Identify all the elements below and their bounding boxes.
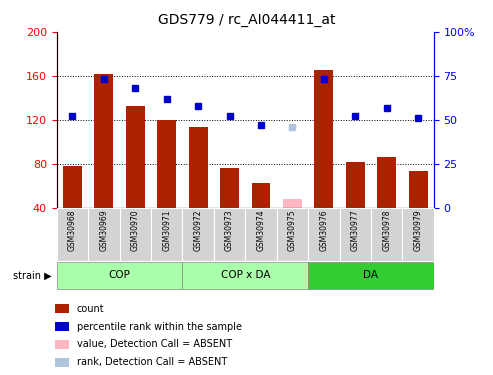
Text: COP: COP: [108, 270, 131, 280]
Bar: [308, 208, 340, 261]
Bar: [151, 208, 182, 261]
Text: GSM30969: GSM30969: [99, 210, 108, 251]
Bar: [55, 340, 69, 349]
Text: GSM30977: GSM30977: [351, 210, 360, 251]
Bar: [55, 304, 69, 313]
Text: GSM30972: GSM30972: [194, 210, 203, 251]
Text: GSM30976: GSM30976: [319, 210, 328, 251]
Text: GSM30979: GSM30979: [414, 210, 423, 251]
Bar: [214, 208, 246, 261]
Bar: [409, 171, 427, 208]
Bar: [63, 166, 82, 208]
Bar: [346, 162, 365, 208]
Bar: [157, 120, 176, 208]
Text: GSM30975: GSM30975: [288, 210, 297, 251]
Text: GDS779 / rc_AI044411_at: GDS779 / rc_AI044411_at: [158, 13, 335, 27]
Bar: [189, 127, 208, 208]
Bar: [55, 322, 69, 331]
Bar: [402, 208, 434, 261]
Bar: [277, 208, 308, 261]
Bar: [126, 106, 145, 208]
Text: GSM30973: GSM30973: [225, 210, 234, 251]
Text: strain ▶: strain ▶: [13, 271, 52, 280]
Text: GSM30970: GSM30970: [131, 210, 140, 251]
Bar: [182, 262, 308, 289]
Bar: [340, 208, 371, 261]
Bar: [245, 208, 277, 261]
Bar: [371, 208, 402, 261]
Bar: [283, 200, 302, 208]
Text: GSM30968: GSM30968: [68, 210, 77, 251]
Text: rank, Detection Call = ABSENT: rank, Detection Call = ABSENT: [76, 357, 227, 367]
Bar: [377, 158, 396, 208]
Bar: [308, 262, 434, 289]
Text: count: count: [76, 304, 104, 314]
Bar: [251, 183, 270, 208]
Bar: [57, 262, 182, 289]
Bar: [119, 208, 151, 261]
Bar: [57, 208, 88, 261]
Bar: [88, 208, 119, 261]
Text: percentile rank within the sample: percentile rank within the sample: [76, 322, 242, 332]
Bar: [182, 208, 214, 261]
Text: COP x DA: COP x DA: [220, 270, 270, 280]
Bar: [315, 70, 333, 208]
Bar: [55, 358, 69, 366]
Text: GSM30971: GSM30971: [162, 210, 171, 251]
Bar: [220, 168, 239, 208]
Text: value, Detection Call = ABSENT: value, Detection Call = ABSENT: [76, 339, 232, 350]
Text: DA: DA: [363, 270, 379, 280]
Text: GSM30974: GSM30974: [256, 210, 266, 251]
Bar: [94, 74, 113, 208]
Text: GSM30978: GSM30978: [382, 210, 391, 251]
